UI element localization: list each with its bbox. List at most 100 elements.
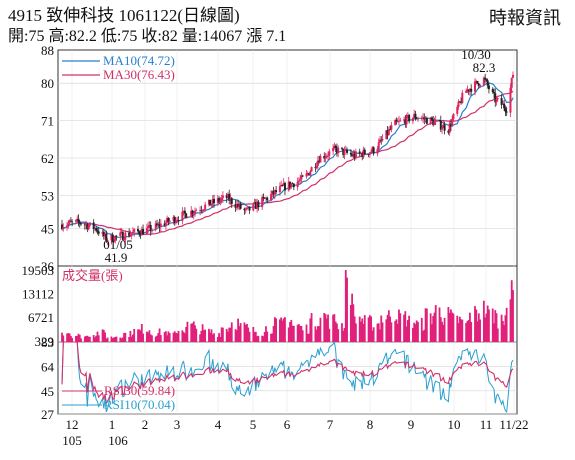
candle-body [473, 81, 476, 92]
candle-body [254, 202, 257, 209]
candle-body [441, 127, 444, 130]
candle-body [185, 213, 188, 219]
x-tick-label: 3 [174, 417, 181, 432]
candle-body [87, 225, 90, 230]
candle-body [476, 80, 479, 84]
candle-body [315, 165, 318, 168]
volume-bar [469, 312, 471, 342]
volume-bar [346, 277, 348, 342]
candle-body [323, 156, 326, 159]
volume-bar [167, 331, 170, 342]
candle-body [229, 198, 232, 201]
candle-body [352, 153, 355, 157]
candle-body [211, 199, 214, 205]
candle-body [449, 123, 452, 127]
volume-bar [425, 308, 428, 342]
candle-body [395, 120, 398, 122]
candle-body [261, 197, 264, 208]
candle-body [156, 223, 159, 226]
volume-bar [323, 312, 326, 342]
candle-body [80, 223, 83, 225]
candle-body [88, 222, 91, 226]
candle-body [318, 160, 321, 163]
volume-bar [358, 316, 361, 342]
candle-body [487, 85, 490, 90]
volume-bar [266, 331, 269, 342]
candle-body [130, 233, 133, 235]
candle-body [140, 229, 143, 236]
volume-bar [475, 309, 478, 342]
volume-bar [177, 330, 180, 342]
candle-body [299, 179, 302, 181]
volume-bar [325, 318, 328, 342]
volume-bar [157, 333, 160, 342]
volume-bar [220, 327, 223, 342]
candle-body [128, 232, 131, 237]
candle-body [337, 147, 340, 154]
volume-bar [353, 316, 356, 342]
candle-body [183, 210, 186, 214]
candle-body [121, 231, 124, 240]
candle-body [119, 232, 122, 236]
candle-body [359, 153, 362, 155]
candle-body [106, 240, 109, 242]
volume-bar [147, 332, 150, 342]
candle-body [194, 210, 197, 213]
volume-bar [132, 334, 134, 342]
candle-body [396, 121, 399, 123]
candle-body [159, 223, 162, 228]
candle-body [319, 156, 322, 163]
candle-body [429, 117, 432, 124]
volume-bar [201, 324, 204, 342]
price-tick-label: 71 [41, 114, 54, 129]
volume-bar [376, 323, 379, 342]
candle-body [148, 225, 151, 227]
candle-body [282, 182, 285, 186]
candle-body [504, 108, 507, 112]
candle-body [62, 226, 65, 230]
candle-body [328, 151, 331, 156]
volume-bar [69, 336, 72, 342]
candle-body [461, 92, 464, 104]
volume-bar [166, 335, 169, 342]
candle-body [397, 120, 400, 122]
candle-body [218, 198, 221, 202]
volume-bar [71, 338, 74, 342]
volume-bar [318, 326, 321, 342]
candle-body [372, 147, 375, 154]
candle-body [468, 88, 471, 92]
volume-bar [265, 326, 267, 342]
candle-body [492, 92, 495, 94]
candle-body [408, 115, 411, 122]
candle-body [145, 228, 148, 235]
volume-bar [315, 329, 318, 342]
volume-bar [493, 323, 495, 342]
candle-body [104, 233, 107, 237]
volume-bar [505, 307, 508, 342]
volume-bar [319, 317, 322, 342]
volume-bar [486, 305, 489, 342]
volume-bar [244, 324, 247, 342]
candle-body [237, 203, 240, 207]
volume-bar [149, 334, 152, 342]
candle-body [204, 204, 207, 210]
volume-bar [105, 338, 108, 342]
candle-body [181, 211, 184, 222]
volume-bar [512, 290, 514, 342]
x-tick-label: 11/22 [499, 417, 528, 432]
volume-bar [443, 317, 446, 342]
volume-bar [368, 315, 371, 342]
volume-bar [246, 323, 248, 342]
volume-bar [248, 331, 251, 342]
volume-bar [87, 336, 90, 342]
volume-bar [327, 314, 329, 342]
volume-bar [239, 323, 242, 342]
price-tick-label: 80 [41, 76, 54, 91]
volume-bar [163, 332, 166, 342]
rsi-tick-label: 45 [41, 384, 54, 399]
volume-bar [110, 336, 113, 342]
candle-body [353, 153, 356, 159]
volume-bar [130, 336, 133, 342]
candle-body [68, 220, 71, 224]
volume-bar [289, 322, 291, 342]
